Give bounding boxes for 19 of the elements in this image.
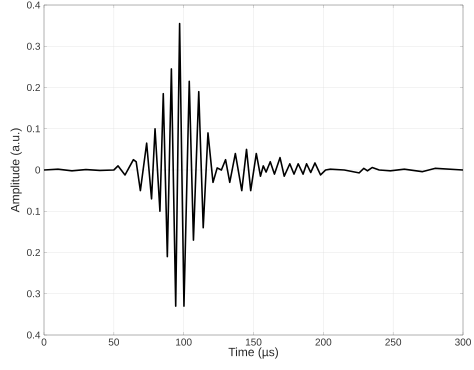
x-tick-label: 250 bbox=[385, 338, 402, 346]
x-tick-label: 300 bbox=[455, 338, 471, 346]
y-tick-label: 0 bbox=[35, 166, 40, 174]
x-tick-label: 0 bbox=[42, 338, 46, 346]
y-tick-label: 0.1 bbox=[26, 208, 40, 215]
y-tick-label: 0.2 bbox=[26, 248, 40, 256]
y-axis-title: Amplitude (a.u.) bbox=[10, 128, 22, 212]
x-tick-label: 200 bbox=[315, 338, 332, 346]
y-tick-label: 0.4 bbox=[26, 1, 40, 9]
y-tick-label: 0.3 bbox=[26, 42, 40, 50]
y-tick-label: 0.2 bbox=[26, 84, 40, 92]
y-tick-label: 0.4 bbox=[26, 331, 40, 339]
line-series bbox=[44, 22, 464, 307]
x-tick-label: 50 bbox=[108, 338, 120, 346]
x-axis-title: Time (µs) bbox=[228, 347, 278, 359]
y-tick-label: 0.1 bbox=[26, 125, 40, 132]
x-tick-label: 150 bbox=[246, 338, 262, 346]
y-tick-label: 0.3 bbox=[26, 290, 40, 298]
x-tick-label: 100 bbox=[176, 338, 192, 346]
